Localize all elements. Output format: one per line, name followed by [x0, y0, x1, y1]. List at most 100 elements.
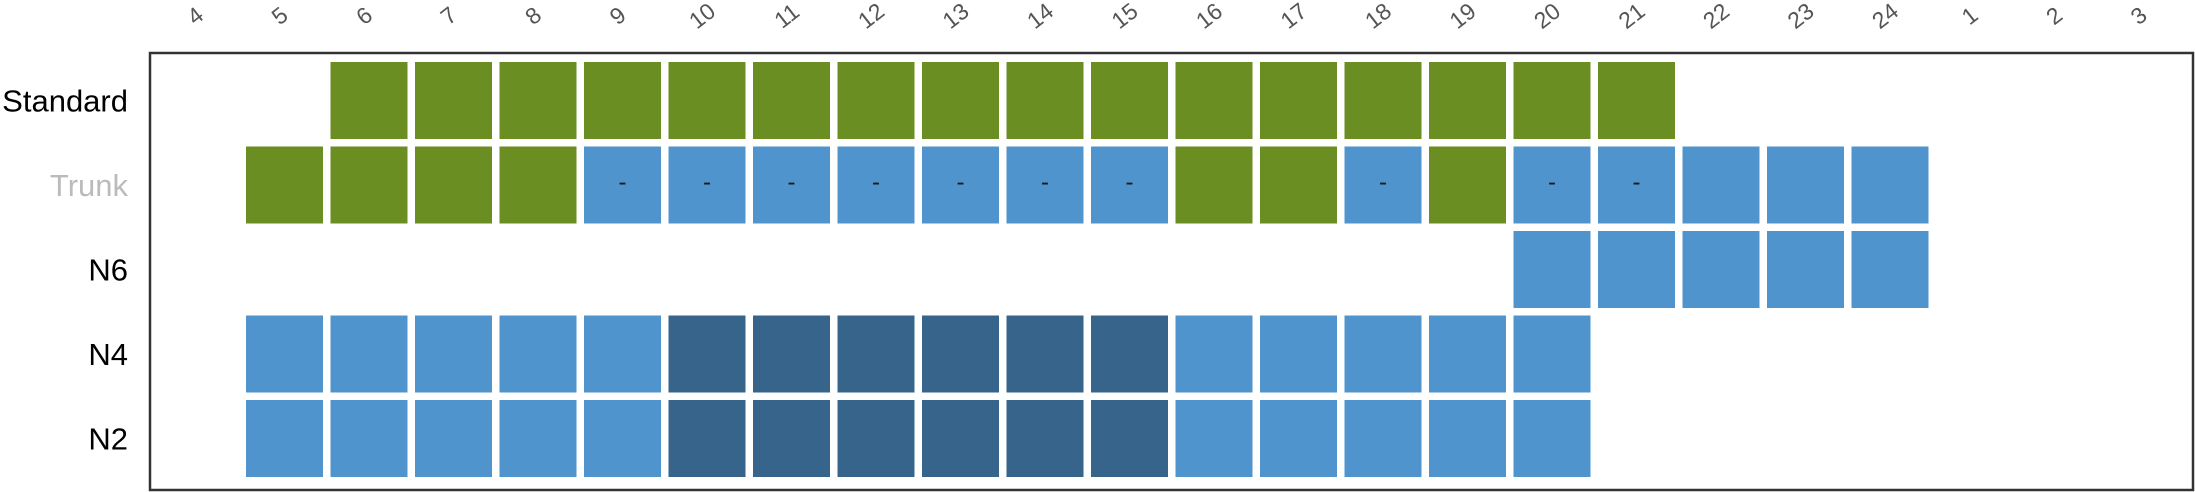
column-label-1: 1 [1957, 2, 1983, 30]
cell-trunk-16 [1175, 146, 1253, 224]
cell-n4-13 [922, 315, 999, 393]
plot-border [148, 51, 2195, 492]
cell-trunk-8 [499, 146, 577, 224]
column-label-10: 10 [684, 0, 720, 34]
column-label-4: 4 [182, 1, 208, 29]
cell-n2-5 [246, 400, 323, 477]
column-label-20: 20 [1529, 0, 1565, 34]
column-label-19: 19 [1444, 0, 1480, 34]
cell-standard-17 [1260, 62, 1337, 139]
cell-n2-9 [584, 400, 661, 477]
row-label-n4: N4 [88, 337, 128, 372]
cell-standard-14 [1006, 62, 1084, 139]
column-label-18: 18 [1360, 0, 1396, 34]
cell-n2-13 [922, 400, 999, 477]
cell-n2-20 [1513, 400, 1591, 477]
cell-trunk-22 [1682, 146, 1760, 224]
cell-text-trunk-15: - [1126, 169, 1134, 196]
cell-n6-20 [1513, 231, 1591, 308]
cell-text-trunk-14: - [1041, 169, 1049, 196]
cell-standard-9 [584, 62, 661, 139]
cell-trunk-18 [1344, 146, 1422, 224]
column-label-3: 3 [2126, 2, 2152, 30]
cell-standard-16 [1175, 62, 1253, 139]
cell-trunk-24 [1851, 146, 1929, 224]
column-label-24: 24 [1867, 0, 1903, 34]
column-label-13: 13 [937, 0, 973, 34]
column-label-7: 7 [436, 2, 462, 30]
cell-text-trunk-18: - [1379, 169, 1387, 196]
column-label-16: 16 [1191, 0, 1227, 34]
cell-n4-18 [1344, 315, 1422, 393]
cell-n4-8 [499, 315, 577, 393]
cell-n2-16 [1175, 400, 1253, 477]
row-label-standard: Standard [2, 84, 128, 119]
column-label-8: 8 [520, 2, 546, 30]
cell-standard-18 [1344, 62, 1422, 139]
cell-n4-12 [837, 315, 915, 393]
cell-n4-11 [753, 315, 830, 393]
cell-n2-7 [415, 400, 492, 477]
cell-trunk-12 [837, 146, 915, 224]
cell-n2-12 [837, 400, 915, 477]
cell-n4-14 [1006, 315, 1084, 393]
cell-trunk-13 [922, 146, 999, 224]
cell-n4-7 [415, 315, 492, 393]
row-labels-group: Standard Trunk N6 N4 N2 [2, 84, 128, 457]
cell-n6-23 [1767, 231, 1844, 308]
cell-n6-22 [1682, 231, 1760, 308]
column-label-21: 21 [1613, 0, 1649, 34]
column-label-6: 6 [351, 2, 377, 30]
cell-trunk-6 [330, 146, 408, 224]
cell-text-trunk-21: - [1633, 169, 1641, 196]
cell-trunk-5 [246, 146, 323, 224]
cell-n4-5 [246, 315, 323, 393]
column-label-12: 12 [853, 0, 889, 34]
cell-n2-15 [1091, 400, 1168, 477]
column-label-22: 22 [1698, 0, 1734, 34]
cell-n2-18 [1344, 400, 1422, 477]
cell-n2-17 [1260, 400, 1337, 477]
cell-trunk-17 [1260, 146, 1337, 224]
cell-n4-17 [1260, 315, 1337, 393]
row-label-n2: N2 [88, 422, 128, 457]
cell-n4-10 [668, 315, 746, 393]
column-label-17: 17 [1275, 0, 1311, 34]
cells-group: ---------- [246, 62, 1929, 477]
cell-trunk-7 [415, 146, 492, 224]
column-label-23: 23 [1782, 0, 1818, 34]
cell-n4-6 [330, 315, 408, 393]
row-label-trunk: Trunk [50, 168, 129, 203]
cell-standard-19 [1429, 62, 1506, 139]
cell-trunk-21 [1598, 146, 1675, 224]
cell-standard-20 [1513, 62, 1591, 139]
column-label-2: 2 [2041, 2, 2067, 30]
cell-standard-12 [837, 62, 915, 139]
row-label-n6: N6 [88, 253, 128, 288]
cell-trunk-23 [1767, 146, 1844, 224]
cell-trunk-20 [1513, 146, 1591, 224]
cell-standard-7 [415, 62, 492, 139]
cell-trunk-14 [1006, 146, 1084, 224]
cell-text-trunk-13: - [957, 169, 965, 196]
cell-n4-20 [1513, 315, 1591, 393]
cell-n6-21 [1598, 231, 1675, 308]
cell-standard-15 [1091, 62, 1168, 139]
cell-standard-6 [330, 62, 408, 139]
cell-n2-19 [1429, 400, 1506, 477]
column-label-9: 9 [605, 2, 631, 30]
column-label-15: 15 [1106, 0, 1142, 34]
cell-n2-8 [499, 400, 577, 477]
cell-n4-9 [584, 315, 661, 393]
cell-trunk-10 [668, 146, 746, 224]
cell-n2-14 [1006, 400, 1084, 477]
cell-text-trunk-20: - [1548, 169, 1556, 196]
cell-standard-10 [668, 62, 746, 139]
cell-text-trunk-9: - [619, 169, 627, 196]
column-label-14: 14 [1022, 0, 1058, 34]
cell-text-trunk-10: - [703, 169, 711, 196]
cell-n4-15 [1091, 315, 1168, 393]
cell-n2-6 [330, 400, 408, 477]
cell-trunk-15 [1091, 146, 1168, 224]
